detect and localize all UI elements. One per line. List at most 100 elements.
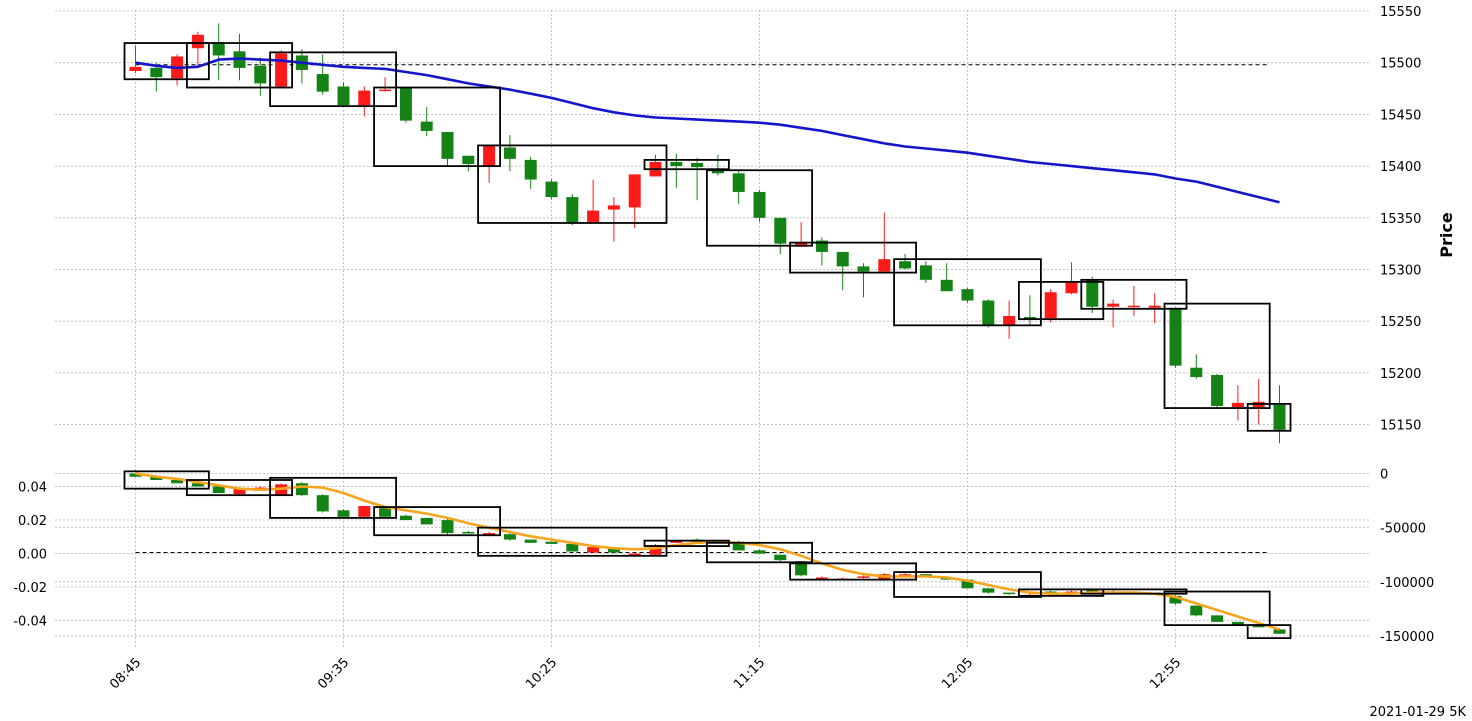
indicator-range-box [269, 476, 398, 519]
indicator-candle-body [899, 574, 912, 576]
price-range-box [789, 241, 917, 274]
tick-labels: 15150 15200 15250 15300 15350 15400 15450 15500… [13, 5, 1434, 692]
price-range-box [893, 258, 1042, 327]
indicator-candle-body [628, 553, 641, 556]
indicator-range-box [477, 526, 668, 557]
price-candle-body [1190, 367, 1203, 378]
price-candle-body [212, 42, 225, 56]
price-candle-body [1148, 305, 1161, 308]
indicator-range-box [1246, 624, 1292, 640]
price-candle-body [691, 162, 704, 168]
price-candle-body [379, 89, 392, 92]
price-axis-title: Price [1437, 212, 1456, 258]
indicator-candle-body [795, 561, 808, 576]
indicator-candle-body [1169, 595, 1182, 604]
x-tick-label: 08:45 [107, 655, 144, 692]
indicator-candle-body [150, 476, 163, 480]
price-candle-body [545, 181, 558, 198]
price-candle-body [1107, 303, 1120, 307]
indicator-candle-body [1273, 629, 1286, 634]
indicator-left-tick-label: -0.02 [13, 581, 47, 596]
indicator-candle-body [420, 517, 433, 525]
indicator-candle-body [982, 588, 995, 593]
price-tick-label: 15200 [1380, 367, 1421, 382]
indicator-right-tick-label: -150000 [1380, 630, 1434, 645]
price-range-box [1080, 278, 1188, 310]
price-range-box [185, 42, 293, 89]
price-candle-body [1169, 307, 1182, 366]
indicator-candle-body [1044, 591, 1057, 594]
price-candle-body [483, 145, 496, 167]
indicator-left-tick-label: -0.04 [13, 615, 47, 630]
indicator-candle-body [961, 579, 974, 589]
price-range-box [706, 169, 814, 247]
price-candle-body [399, 87, 412, 121]
indicator-candle-body [483, 533, 496, 536]
price-candle-body [1273, 404, 1286, 430]
footer-date-label: 2021-01-29 5K [1370, 705, 1467, 720]
x-tick-label: 10:25 [523, 655, 560, 692]
price-candle-body [982, 300, 995, 326]
indicator-candle-body [545, 541, 558, 544]
indicator-candle-body [1211, 615, 1224, 622]
indicator-range-box [706, 541, 814, 564]
indicator-candle-body [607, 548, 620, 553]
price-candle-body [1065, 281, 1078, 294]
indicator-right-tick-label: -50000 [1380, 522, 1426, 537]
price-candle-body [150, 67, 163, 78]
indicator-candle-body [649, 544, 662, 555]
price-candle-body [795, 242, 808, 247]
price-tick-label: 15250 [1380, 315, 1421, 330]
price-candle-body [1231, 402, 1244, 408]
price-tick-label: 15400 [1380, 160, 1421, 175]
price-candle-body [420, 121, 433, 131]
price-tick-label: 15550 [1380, 5, 1421, 20]
price-range-box [373, 86, 502, 167]
price-candle-body [462, 155, 475, 165]
price-range-box [269, 51, 398, 108]
indicator-candle-body [129, 473, 142, 477]
indicator-right-tick-label: 0 [1380, 468, 1388, 483]
indicator-candle-body [753, 550, 766, 554]
price-range-box [643, 158, 730, 171]
indicator-range-box [373, 506, 502, 537]
price-candle-body [358, 90, 371, 106]
price-candle-body [441, 131, 454, 159]
indicator-candle-body [337, 510, 350, 517]
price-candle-body [191, 34, 204, 49]
price-candle-body [919, 265, 932, 280]
price-candle-body [961, 289, 974, 301]
indicator-candle-body [316, 495, 329, 512]
indicator-candle-body [524, 539, 537, 543]
indicator-candle-body [1003, 592, 1016, 595]
price-candle-body [878, 259, 891, 272]
price-candle-body [254, 65, 267, 84]
price-tick-label: 15300 [1380, 264, 1421, 279]
price-candle-body [628, 174, 641, 208]
price-candle-body [337, 86, 350, 106]
indicator-candle-body [774, 554, 787, 561]
price-candle-body [753, 191, 766, 218]
price-range-box [1163, 302, 1271, 409]
price-candle-body [1023, 317, 1036, 319]
price-candle-body [524, 159, 537, 180]
indicator-candle-body [732, 541, 745, 551]
price-moving-average-line [135, 57, 1280, 204]
indicator-candle-body [358, 505, 371, 517]
indicator-candle-body [670, 540, 683, 543]
indicator-candle-body [191, 483, 204, 487]
indicator-candle-body [1231, 621, 1244, 626]
price-tick-label: 15350 [1380, 212, 1421, 227]
price-tick-label: 15500 [1380, 57, 1421, 72]
indicator-candle-body [212, 486, 225, 493]
indicator-candle-body [857, 576, 870, 578]
x-tick-label: 12:55 [1147, 655, 1184, 692]
indicator-candle-body [1252, 625, 1265, 628]
indicator-range-box [893, 571, 1042, 598]
price-candle-body [316, 74, 329, 92]
range-boxes [123, 42, 1292, 640]
x-tick-label: 09:35 [315, 655, 352, 692]
price-tick-label: 15450 [1380, 108, 1421, 123]
price-range-box [123, 42, 210, 81]
